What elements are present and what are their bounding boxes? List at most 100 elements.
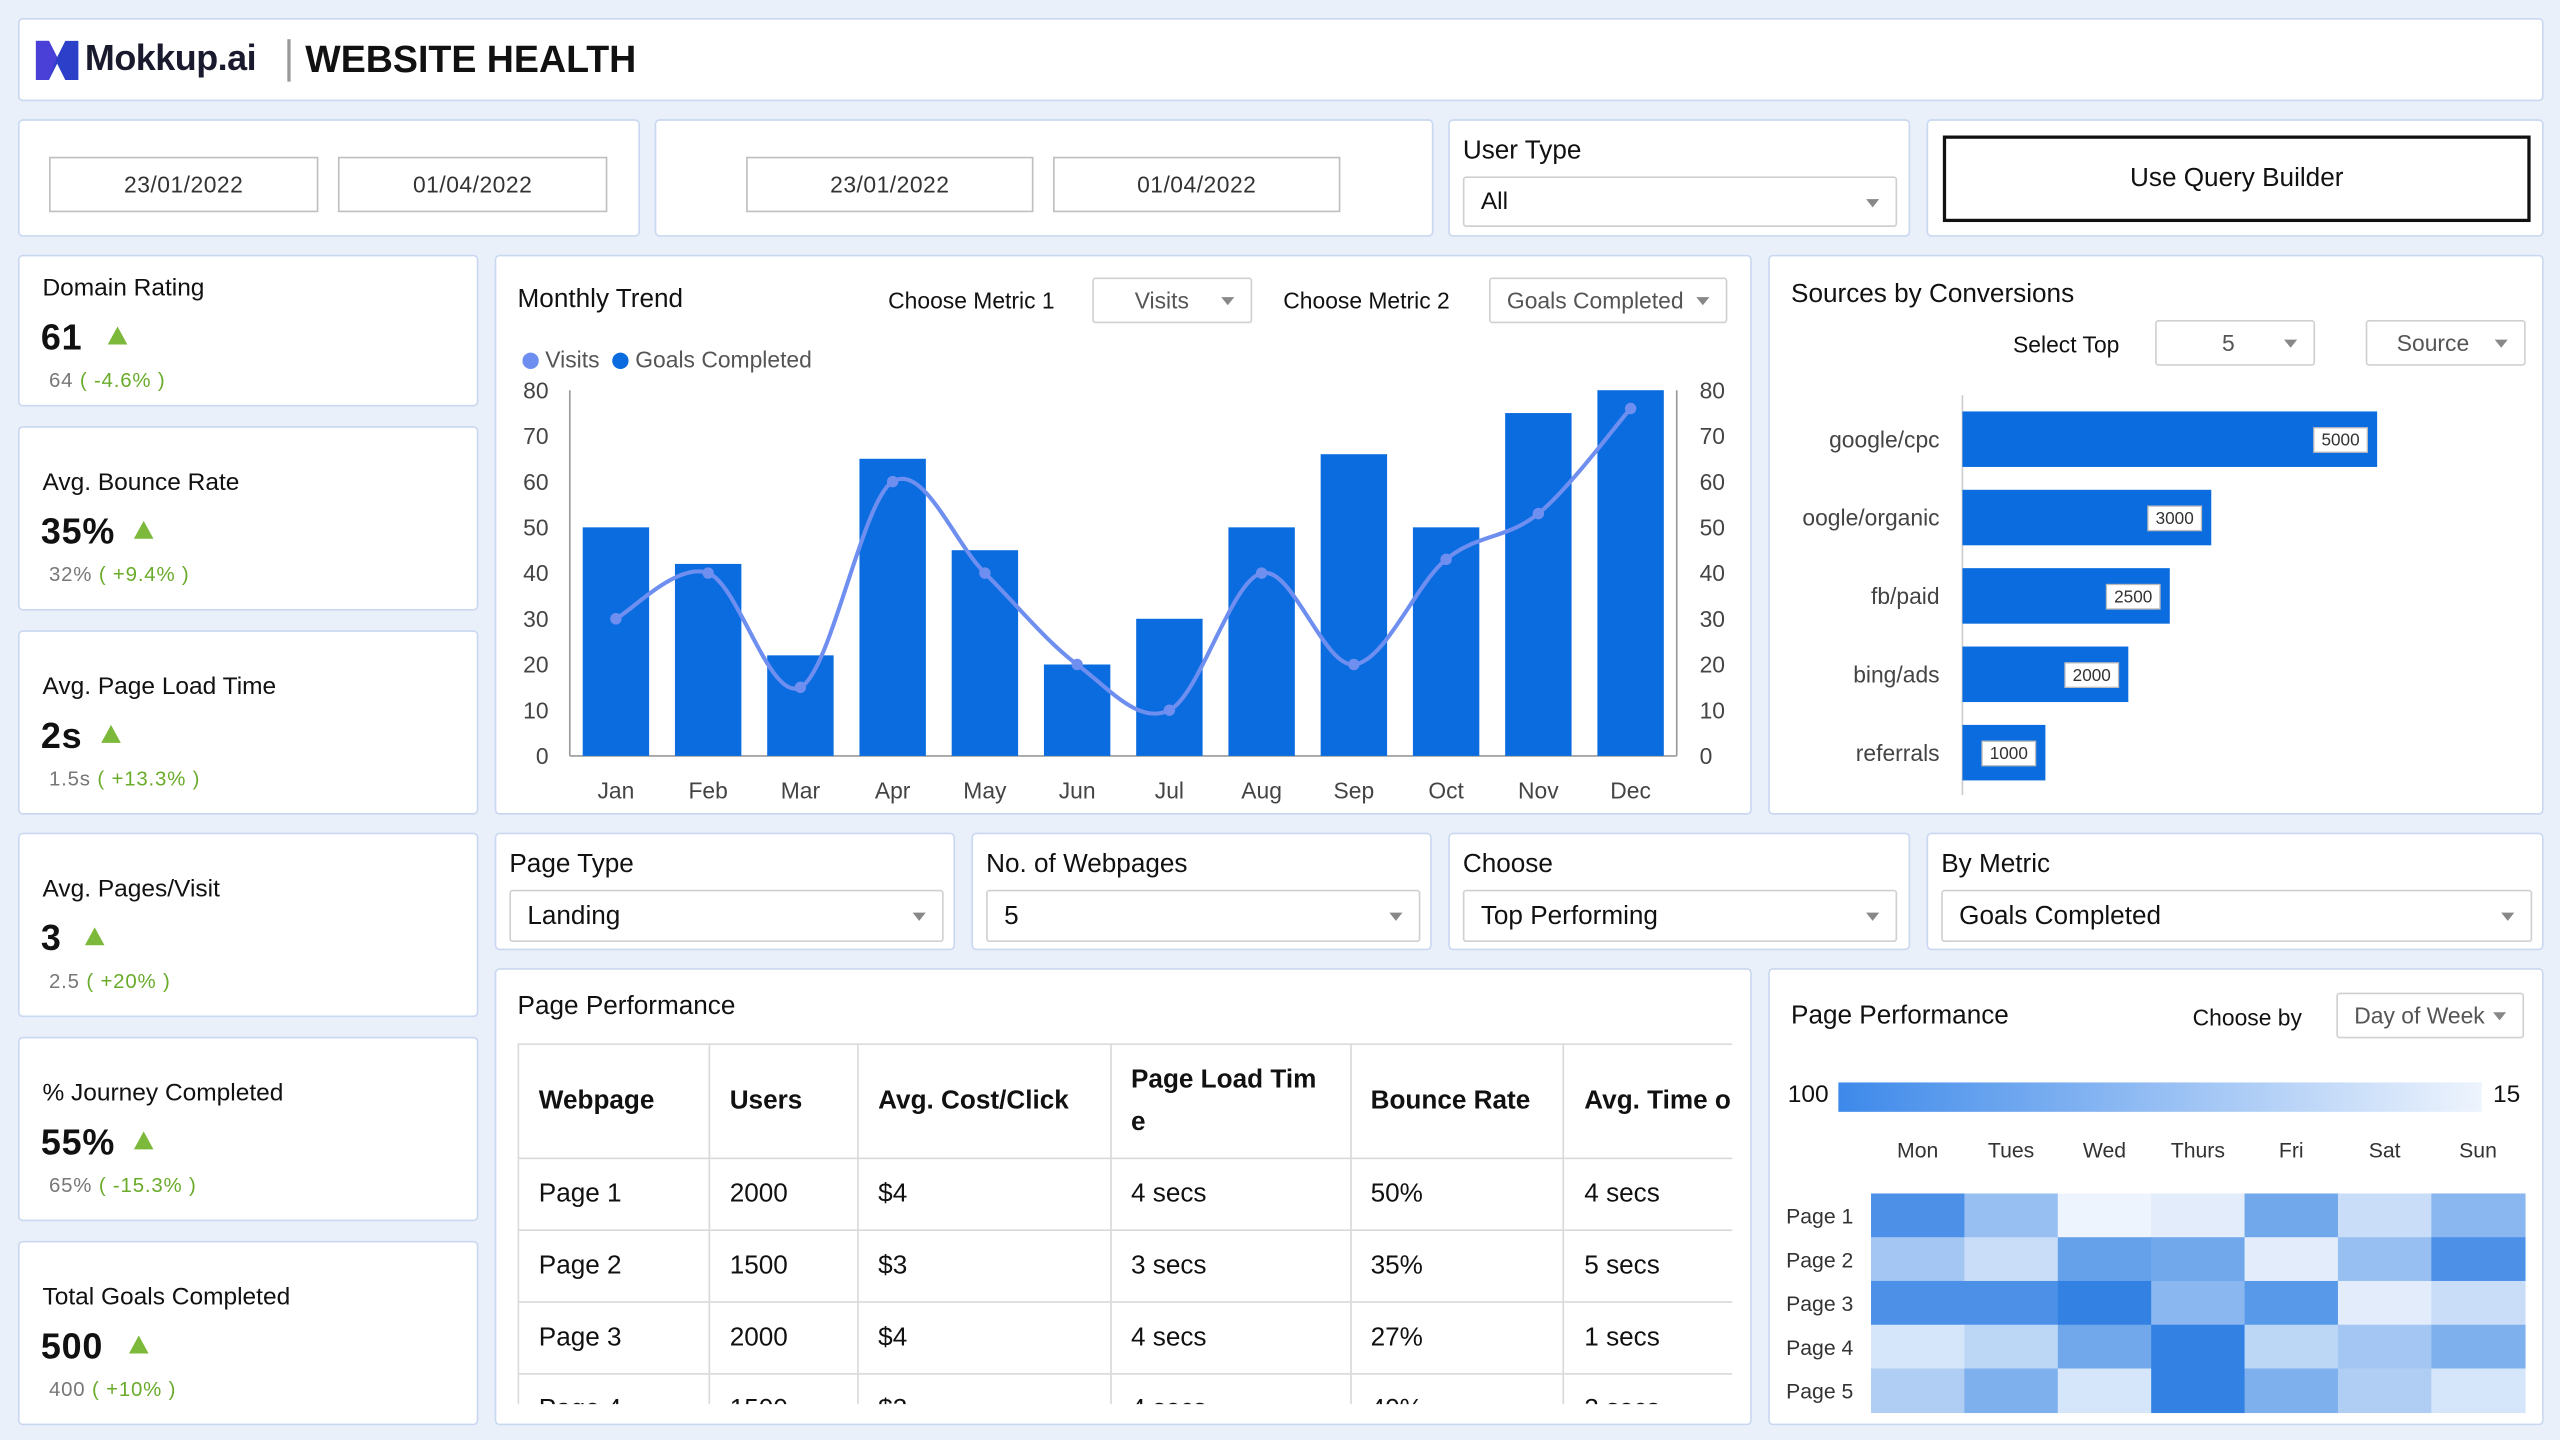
select-top-dropdown[interactable]: 5	[2155, 319, 2316, 366]
point-visits[interactable]	[610, 613, 622, 625]
table-cell: $3	[856, 1229, 1112, 1303]
table-row[interactable]: Page 3 2000 $4 4 secs 27% 1 secs	[517, 1301, 1733, 1375]
heatmap-cell[interactable]	[2151, 1368, 2246, 1414]
bar-goals-completed[interactable]	[674, 563, 742, 756]
bar-goals-completed[interactable]	[1136, 618, 1203, 756]
bar-goals-completed[interactable]	[859, 458, 926, 756]
source-group-dropdown[interactable]: Source	[2365, 319, 2526, 366]
bar-goals-completed[interactable]	[1043, 664, 1111, 756]
col-bounce-rate[interactable]: Bounce Rate	[1349, 1043, 1565, 1160]
heatmap-cell[interactable]	[2337, 1237, 2433, 1282]
metric1-dropdown[interactable]: Visits	[1092, 277, 1253, 324]
user-type-card: User Type All	[1448, 119, 1911, 237]
end-date-input-2[interactable]: 01/04/2022	[1053, 156, 1341, 213]
point-visits[interactable]	[794, 681, 807, 694]
num-pages-dropdown[interactable]: 5	[986, 889, 1421, 943]
table-row[interactable]: Page 1 2000 $4 4 secs 50% 4 secs	[517, 1157, 1733, 1232]
trend-up-icon	[107, 326, 128, 345]
sources-bar-chart: google/cpc 5000 oogle/organic 3000 fb/paid 25…	[1802, 395, 2378, 796]
heatmap-cell[interactable]	[2337, 1368, 2433, 1414]
query-builder-button[interactable]: Use Query Builder	[1942, 135, 2531, 223]
heatmap-cell[interactable]	[1871, 1368, 1966, 1414]
by-metric-dropdown[interactable]: Goals Completed	[1941, 889, 2533, 943]
heatmap-cell[interactable]	[1964, 1193, 2059, 1239]
heatmap-cell[interactable]	[1871, 1193, 1966, 1239]
heatmap-cell[interactable]	[2431, 1280, 2526, 1326]
col-load-time[interactable]: Page Load Tim e	[1109, 1043, 1352, 1160]
point-visits[interactable]	[886, 475, 899, 488]
page-type-dropdown[interactable]: Landing	[509, 889, 944, 943]
heatmap-cell[interactable]	[2057, 1324, 2152, 1370]
heatmap-cell[interactable]	[1871, 1324, 1966, 1370]
point-visits[interactable]	[702, 567, 714, 579]
start-date-input-2[interactable]: 23/01/2022	[746, 156, 1034, 213]
col-cost-click[interactable]: Avg. Cost/Click	[856, 1043, 1112, 1160]
point-visits[interactable]	[1255, 567, 1268, 579]
heatmap-cell[interactable]	[2244, 1324, 2339, 1370]
bar-goals-completed[interactable]	[767, 655, 834, 756]
header-bar: Mokkup.ai WEBSITE HEALTH	[17, 17, 2544, 102]
heatmap-cell[interactable]	[2057, 1193, 2152, 1239]
heatmap-cell[interactable]	[2057, 1368, 2152, 1414]
heatmap-cell[interactable]	[2431, 1237, 2526, 1282]
point-visits[interactable]	[1163, 704, 1176, 716]
point-visits[interactable]	[979, 567, 991, 579]
heatmap-cell[interactable]	[2337, 1324, 2433, 1370]
bar-goals-completed[interactable]	[951, 550, 1019, 756]
table-cell: 1500	[708, 1229, 859, 1303]
heatmap-cell[interactable]	[2244, 1193, 2339, 1239]
user-type-dropdown[interactable]: All	[1462, 176, 1898, 227]
metric2-dropdown[interactable]: Goals Completed	[1488, 277, 1728, 324]
heatmap-cell[interactable]	[2151, 1280, 2246, 1326]
point-visits[interactable]	[1348, 658, 1360, 671]
choose-by-dropdown[interactable]: Day of Week	[2336, 992, 2525, 1039]
choose-dropdown[interactable]: Top Performing	[1462, 889, 1898, 943]
heatmap-cell[interactable]	[2244, 1280, 2339, 1326]
heatmap-cell[interactable]	[2151, 1324, 2246, 1370]
heatmap-cell[interactable]	[2057, 1237, 2152, 1282]
kpi-previous-value: 1.5s	[48, 767, 91, 791]
bar-goals-completed[interactable]	[1505, 413, 1572, 756]
col-webpage[interactable]: Webpage	[517, 1043, 711, 1160]
bar-goals-completed[interactable]	[1320, 454, 1388, 756]
point-visits[interactable]	[1624, 402, 1637, 415]
y-tick-right: 80	[1700, 377, 1725, 403]
bar-goals-completed[interactable]	[1228, 527, 1295, 756]
heatmap-cell[interactable]	[1964, 1280, 2059, 1326]
heatmap-cell[interactable]	[2151, 1193, 2246, 1239]
table-row[interactable]: Page 2 1500 $3 3 secs 35% 5 secs	[517, 1229, 1733, 1303]
trend-up-icon	[84, 927, 105, 946]
heatmap-cell[interactable]	[2431, 1368, 2526, 1414]
table-row[interactable]: Page 41500$34 secs40%2 secs	[517, 1373, 1733, 1405]
heatmap-cell[interactable]	[2337, 1193, 2433, 1239]
point-visits[interactable]	[1071, 658, 1083, 671]
heatmap-cell[interactable]	[2244, 1237, 2339, 1282]
heatmap-cell[interactable]	[1871, 1237, 1966, 1282]
heatmap-cell[interactable]	[2244, 1368, 2339, 1414]
point-visits[interactable]	[1532, 507, 1545, 520]
table-viewport[interactable]: Webpage Users Avg. Cost/Click Page Load …	[517, 1043, 1733, 1405]
page-title: WEBSITE HEALTH	[305, 37, 637, 80]
source-bar[interactable]	[1962, 411, 2378, 467]
choose-by-value: Day of Week	[2354, 1002, 2485, 1029]
heatmap-cell[interactable]	[2337, 1280, 2433, 1326]
heatmap-scale-bar	[1838, 1082, 2482, 1112]
y-tick-right: 20	[1700, 652, 1725, 678]
heatmap-cell[interactable]	[2151, 1237, 2246, 1282]
start-date-input-1[interactable]: 23/01/2022	[48, 156, 319, 213]
col-users[interactable]: Users	[708, 1043, 859, 1160]
user-type-value: All	[1480, 187, 1509, 216]
heatmap-cell[interactable]	[1964, 1368, 2059, 1414]
heatmap-cell[interactable]	[2057, 1280, 2152, 1326]
bar-goals-completed[interactable]	[1412, 527, 1480, 756]
point-visits[interactable]	[1440, 553, 1452, 566]
heatmap-cell[interactable]	[1964, 1237, 2059, 1282]
col-time-on-page[interactable]: Avg. Time on Page	[1563, 1043, 1733, 1160]
heatmap-cell[interactable]	[2431, 1324, 2526, 1370]
heatmap-cell[interactable]	[1964, 1324, 2059, 1370]
bar-goals-completed[interactable]	[1597, 390, 1664, 756]
heatmap-cell[interactable]	[2431, 1193, 2526, 1239]
end-date-input-1[interactable]: 01/04/2022	[337, 156, 608, 213]
bar-goals-completed[interactable]	[582, 527, 650, 756]
heatmap-cell[interactable]	[1871, 1280, 1966, 1326]
